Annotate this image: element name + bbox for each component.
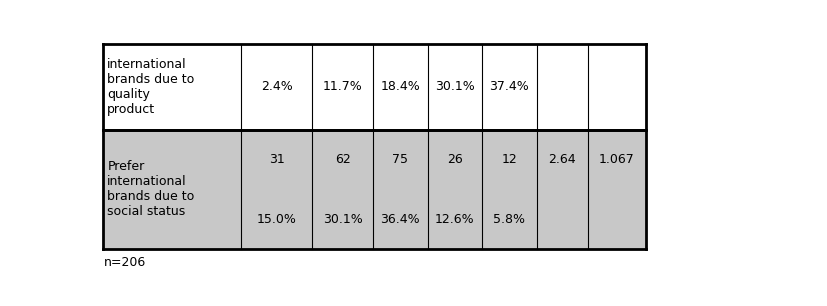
Text: 30.1%: 30.1% xyxy=(323,213,362,226)
Text: n=206: n=206 xyxy=(103,256,146,269)
Text: 36.4%: 36.4% xyxy=(380,213,419,226)
Text: 5.8%: 5.8% xyxy=(493,213,525,226)
Text: Prefer
international
brands due to
social status: Prefer international brands due to socia… xyxy=(108,160,194,218)
Text: 15.0%: 15.0% xyxy=(256,213,296,226)
Text: 31: 31 xyxy=(269,153,284,166)
Text: 1.067: 1.067 xyxy=(598,153,634,166)
Text: 2.4%: 2.4% xyxy=(261,80,292,93)
Text: 11.7%: 11.7% xyxy=(323,80,362,93)
Text: 75: 75 xyxy=(392,153,408,166)
Text: 18.4%: 18.4% xyxy=(380,80,419,93)
Text: 62: 62 xyxy=(334,153,350,166)
Text: 12.6%: 12.6% xyxy=(434,213,474,226)
Text: 2.64: 2.64 xyxy=(547,153,576,166)
Bar xyxy=(103,130,645,249)
Text: 12: 12 xyxy=(501,153,517,166)
Text: 30.1%: 30.1% xyxy=(434,80,474,93)
Bar xyxy=(103,44,645,130)
Text: international
brands due to
quality
product: international brands due to quality prod… xyxy=(108,58,194,116)
Text: 37.4%: 37.4% xyxy=(489,80,528,93)
Text: 26: 26 xyxy=(447,153,462,166)
